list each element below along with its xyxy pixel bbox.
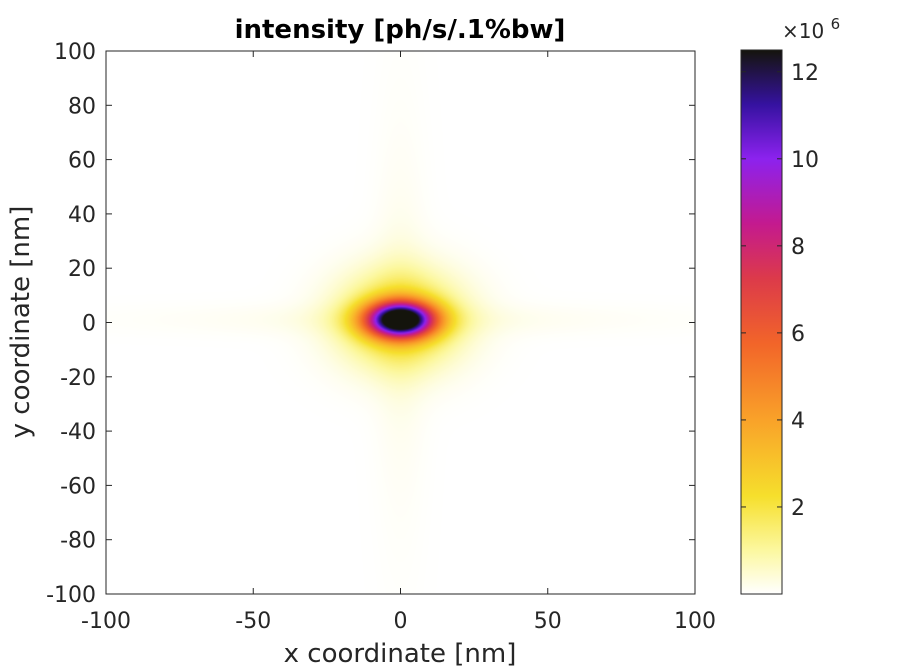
y-tick-label: -100 [46, 583, 96, 608]
colorbar-tick-label: 12 [791, 61, 819, 86]
y-tick-label: -60 [60, 474, 96, 499]
x-tick-label: 0 [394, 609, 408, 634]
y-tick-label: -80 [60, 529, 96, 554]
colorbar-tick-label: 2 [791, 496, 805, 521]
x-tick-labels: -100 -50 0 50 100 [81, 609, 716, 634]
x-tick-label: -100 [81, 609, 131, 634]
y-tick-label: 40 [68, 203, 96, 228]
y-tick-label: 20 [68, 257, 96, 282]
y-tick-label: 60 [68, 149, 96, 174]
y-axis-label: y coordinate [nm] [6, 206, 36, 439]
colorbar-frame [740, 49, 783, 595]
x-tick-label: 50 [534, 609, 562, 634]
colorbar-gradient [741, 50, 782, 594]
y-tick-label: -20 [60, 366, 96, 391]
x-tick-label: -50 [235, 609, 271, 634]
colorbar-exponent-base: ×10 [782, 19, 824, 43]
y-tick-labels: -100 -80 -60 -40 -20 0 20 40 60 80 100 [46, 40, 96, 608]
colorbar-tick-label: 10 [791, 148, 819, 173]
colorbar-exponent: ×10 6 [782, 15, 840, 43]
y-tick-label: -40 [60, 420, 96, 445]
x-axis-label: x coordinate [nm] [284, 639, 517, 669]
y-tick-label: 100 [54, 40, 96, 65]
colorbar-tick-label: 6 [791, 322, 805, 347]
y-tick-label: 0 [82, 312, 96, 337]
colorbar-tick-label: 4 [791, 409, 805, 434]
plot-frame [105, 50, 696, 595]
colorbar-exponent-power: 6 [831, 15, 841, 33]
colorbar: 2 4 6 8 10 12 ×10 6 [740, 15, 840, 595]
colorbar-tick-label: 8 [791, 235, 805, 260]
heatmap-image [106, 51, 695, 594]
colorbar-ticks: 2 4 6 8 10 12 [741, 61, 819, 521]
chart-title: intensity [ph/s/.1%bw] [235, 15, 566, 45]
y-tick-label: 80 [68, 94, 96, 119]
x-tick-label: 100 [674, 609, 716, 634]
